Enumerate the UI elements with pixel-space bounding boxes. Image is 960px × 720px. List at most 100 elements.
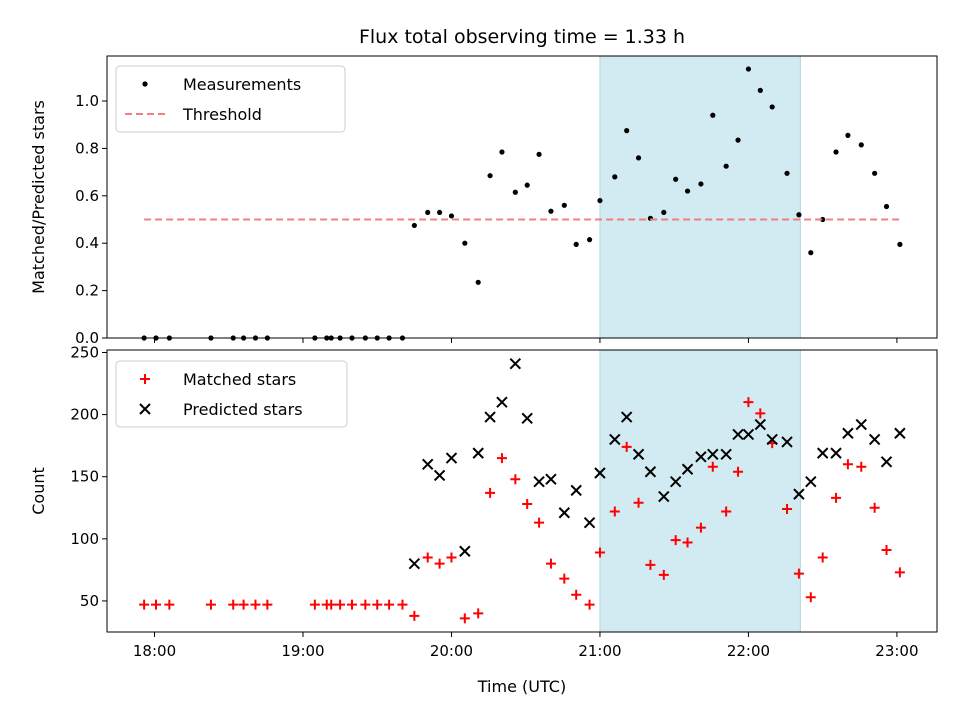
data-point [720, 448, 732, 461]
data-point [472, 447, 484, 459]
series-plus [139, 397, 905, 624]
y-tick-label: 0.4 [75, 234, 99, 252]
data-point [670, 535, 681, 546]
data-point [621, 441, 632, 452]
data-point [769, 104, 775, 110]
data-point [422, 552, 433, 563]
axes-frame [106, 55, 938, 339]
data-point [524, 182, 530, 188]
data-point [695, 451, 707, 463]
data-point [645, 559, 656, 570]
data-point [496, 396, 508, 408]
figure-title: Flux total observing time = 1.33 h [359, 26, 685, 48]
data-point [496, 453, 507, 464]
data-point [669, 475, 682, 488]
data-point [422, 458, 434, 470]
data-point [459, 613, 470, 624]
data-point [583, 516, 596, 529]
data-point [473, 608, 484, 619]
data-point [360, 599, 371, 610]
data-point [448, 213, 455, 219]
data-point [434, 558, 445, 569]
data-point [436, 209, 443, 216]
count-panel: 50 100 150 200 250 18:00 19:00 20:00 21:00 22:00 2… [29, 343, 938, 660]
data-point [858, 142, 864, 148]
x-tick-label: 23:00 [875, 642, 918, 660]
data-point [536, 151, 542, 157]
data-point [743, 397, 754, 408]
legend-label: Matched stars [183, 370, 296, 389]
legend-label: Threshold [182, 105, 262, 124]
y-axis-label: Count [29, 467, 48, 515]
data-point [433, 469, 446, 482]
data-point [326, 599, 337, 610]
data-point [721, 506, 732, 517]
data-point [561, 202, 567, 208]
data-point [682, 537, 693, 548]
data-point [732, 428, 744, 441]
data-point [150, 599, 161, 610]
data-point [894, 567, 905, 578]
y-tick-label: 1.0 [75, 92, 99, 110]
legend-marker [140, 374, 150, 384]
axes-frame [106, 349, 938, 633]
data-point [164, 599, 175, 610]
data-point [570, 484, 582, 497]
data-point [869, 502, 880, 513]
data-point [335, 599, 346, 610]
data-point [796, 212, 802, 218]
data-point [238, 599, 249, 610]
data-point [522, 499, 533, 510]
y-tick-label: 200 [70, 406, 99, 424]
data-point [411, 222, 417, 229]
data-point [673, 176, 679, 182]
ratio-panel: 0.0 0.2 0.4 0.6 0.8 1.0 Matched/Predicted star… [29, 55, 938, 347]
legend: Matched stars Predicted stars [115, 360, 348, 428]
data-point [754, 418, 767, 431]
data-point [842, 427, 854, 439]
data-point [559, 573, 570, 584]
data-point [250, 599, 261, 610]
data-point [372, 599, 383, 610]
data-point [533, 475, 545, 488]
data-point [644, 466, 657, 478]
series-x [408, 357, 906, 570]
data-point [831, 492, 842, 503]
data-point [499, 149, 505, 155]
data-point [830, 447, 842, 459]
data-point [446, 552, 457, 563]
data-point [594, 467, 606, 479]
y-tick-label: 150 [70, 468, 99, 486]
data-point [658, 569, 669, 580]
data-point [868, 433, 881, 446]
data-point [445, 452, 458, 464]
x-tick-label: 21:00 [578, 642, 621, 660]
data-point [684, 188, 691, 194]
legend-marker [139, 403, 151, 415]
data-point [842, 459, 853, 470]
data-point [571, 589, 582, 600]
data-point [484, 411, 496, 423]
data-point [816, 447, 829, 459]
data-point [573, 241, 579, 247]
data-point [856, 461, 867, 472]
data-point [805, 592, 816, 603]
data-point [833, 149, 839, 155]
legend-box [115, 65, 346, 133]
data-point [635, 155, 642, 161]
x-tick-label: 18:00 [133, 642, 176, 660]
data-point [632, 448, 645, 461]
data-point [872, 170, 878, 176]
data-point [620, 411, 633, 423]
data-point [855, 418, 867, 431]
data-point [894, 427, 906, 439]
data-point [881, 545, 892, 556]
data-point [594, 547, 605, 558]
data-point [408, 557, 421, 570]
data-point [346, 599, 357, 610]
data-point [661, 209, 667, 216]
data-point [782, 504, 793, 515]
data-point [485, 487, 496, 498]
data-point [745, 66, 752, 72]
